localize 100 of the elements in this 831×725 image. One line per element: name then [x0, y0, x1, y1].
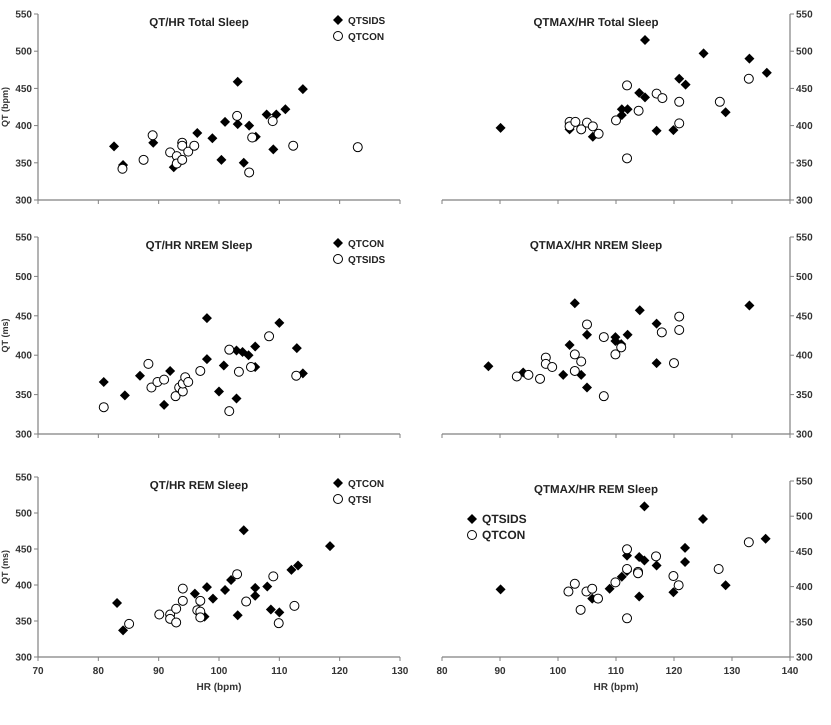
- point: [288, 140, 298, 151]
- point: [744, 74, 754, 84]
- x-tick-label: 130: [392, 666, 409, 677]
- y-tick-label: 500: [796, 272, 814, 283]
- point: [112, 598, 122, 608]
- point: [154, 610, 164, 620]
- y-tick-label: 550: [15, 472, 32, 484]
- y-axis-title: QT (bpm): [0, 87, 10, 127]
- point: [610, 349, 620, 360]
- point: [148, 130, 158, 140]
- x-tick-label: 80: [436, 666, 448, 677]
- point: [189, 140, 200, 151]
- point: [293, 560, 304, 571]
- point: [535, 374, 546, 384]
- point: [622, 153, 632, 164]
- point: [622, 330, 633, 340]
- point: [171, 604, 182, 614]
- y-tick-label: 300: [15, 652, 32, 664]
- point: [232, 569, 242, 580]
- point: [570, 116, 580, 127]
- point: [238, 158, 249, 168]
- y-tick-label: 500: [796, 46, 814, 58]
- point: [286, 564, 296, 575]
- point: [177, 154, 188, 165]
- y-tick-label: 350: [15, 390, 32, 402]
- point: [352, 142, 363, 152]
- point: [622, 544, 632, 554]
- point: [639, 501, 650, 512]
- point: [576, 124, 586, 134]
- x-tick-label: 80: [92, 666, 104, 677]
- point: [652, 358, 662, 368]
- point: [214, 386, 224, 396]
- point: [247, 132, 258, 143]
- point: [668, 587, 678, 598]
- point: [98, 376, 109, 387]
- y-tick-label: 400: [15, 121, 32, 132]
- y-tick-label: 500: [15, 508, 32, 520]
- legend-label: QTSIDS: [348, 255, 386, 266]
- y-tick-label: 550: [796, 232, 814, 244]
- y-tick-label: 350: [796, 390, 814, 402]
- point: [220, 116, 230, 127]
- point: [202, 313, 212, 324]
- point: [118, 625, 128, 636]
- chart-title: QT/HR Total Sleep: [149, 17, 249, 29]
- chart-title: QTMAX/HR Total Sleep: [533, 17, 659, 29]
- point: [268, 571, 278, 582]
- point: [657, 93, 668, 104]
- point: [190, 588, 200, 599]
- point: [241, 596, 252, 607]
- point: [651, 551, 662, 562]
- point: [226, 574, 236, 585]
- point: [109, 141, 120, 152]
- y-tick-label: 300: [15, 196, 32, 206]
- point: [232, 119, 243, 130]
- point: [298, 84, 308, 94]
- point: [674, 118, 684, 128]
- chart-title: QT/HR REM Sleep: [150, 480, 248, 492]
- point: [639, 556, 650, 566]
- y-tick-label: 450: [796, 546, 814, 558]
- legend-label: QTCON: [348, 239, 384, 250]
- point: [634, 305, 645, 316]
- point: [744, 300, 754, 311]
- point: [668, 125, 678, 136]
- y-axis-title: QT (ms): [0, 318, 10, 353]
- point: [216, 154, 226, 165]
- point: [274, 618, 284, 628]
- point: [640, 92, 650, 102]
- point: [669, 358, 679, 368]
- point: [268, 116, 278, 126]
- y-tick-label: 500: [796, 512, 814, 523]
- y-tick-label: 450: [15, 544, 32, 556]
- point: [714, 564, 724, 574]
- point: [244, 120, 254, 131]
- point: [588, 121, 598, 132]
- legend-label: QTCON: [482, 528, 526, 542]
- point: [582, 319, 592, 330]
- x-tick-label: 140: [782, 666, 799, 677]
- y-tick-label: 350: [796, 617, 814, 628]
- point: [264, 331, 274, 342]
- point: [292, 343, 302, 354]
- point: [208, 594, 218, 604]
- point: [652, 560, 662, 570]
- point: [570, 578, 580, 589]
- point: [720, 107, 731, 118]
- point: [274, 318, 284, 328]
- legend-label: QTSIDS: [348, 16, 386, 27]
- point: [250, 582, 260, 593]
- y-tick-label: 400: [15, 580, 32, 592]
- x-tick-label: 120: [331, 666, 348, 677]
- y-tick-label: 550: [796, 476, 814, 488]
- point: [674, 324, 684, 335]
- point: [720, 580, 731, 590]
- point: [762, 68, 772, 78]
- point: [262, 109, 272, 120]
- point: [558, 370, 568, 380]
- legend-label: QTSIDS: [482, 512, 527, 526]
- point: [714, 96, 725, 107]
- point: [593, 594, 604, 604]
- y-tick-label: 550: [15, 232, 32, 244]
- y-tick-label: 450: [15, 84, 32, 95]
